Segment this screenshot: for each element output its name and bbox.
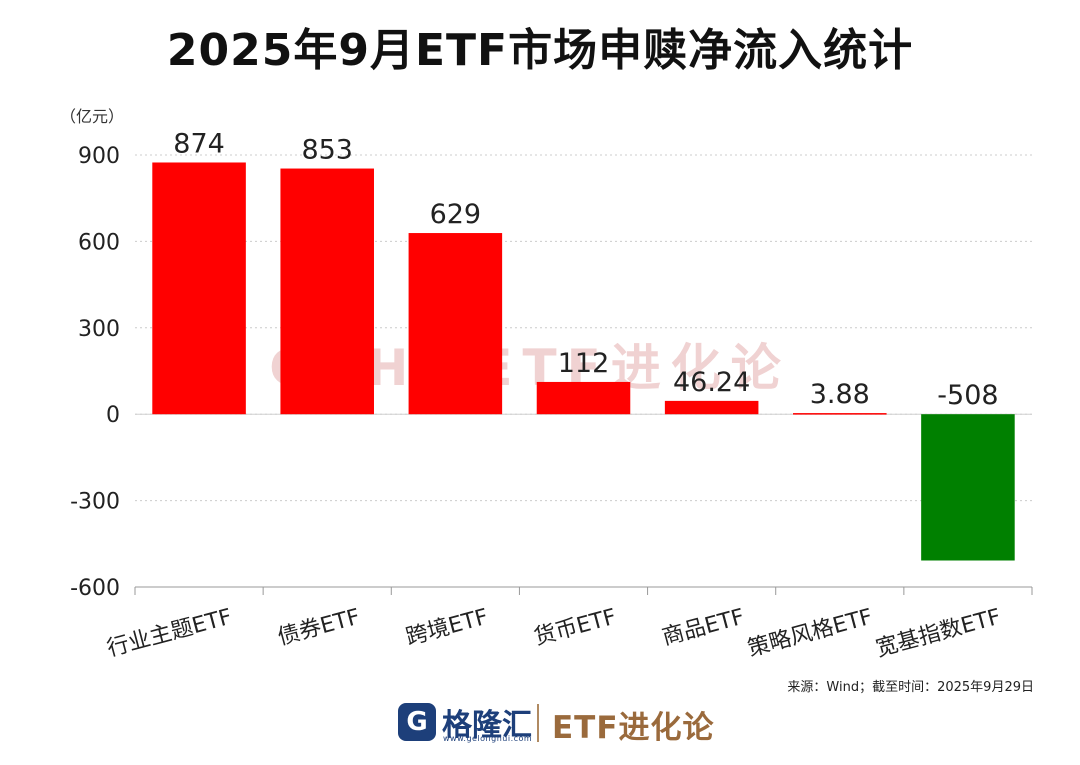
bar	[280, 168, 374, 415]
data-labels: 874 853 629 112 46.24 3.88 -508	[173, 128, 998, 411]
source-note: 来源：Wind；截至时间：2025年9月29日	[787, 680, 1034, 695]
data-label: 629	[430, 199, 482, 230]
x-tick-label: 债券ETF	[275, 605, 363, 651]
data-label: 46.24	[673, 367, 750, 398]
chart-area: GZH：ETF进化论 （亿元） 874 853 629 112 46.24 3.88 -50…	[0, 90, 1080, 680]
x-tick-labels: 行业主题ETF 债券ETF 跨境ETF 货币ETF 商品ETF策略风格ETF宽基指数ET…	[105, 605, 1004, 662]
x-tick-label: 宽基指数ETF	[873, 605, 1003, 662]
chart-title: 2025年9月ETF市场申赎净流入统计	[166, 25, 914, 76]
gelonghui-logo-name: 格隆汇	[442, 708, 532, 743]
gelonghui-logo-site: www.gelonghui.com	[443, 734, 533, 743]
bar	[921, 414, 1015, 561]
y-tick-label: 600	[78, 230, 120, 255]
bar	[152, 162, 246, 415]
y-tick-label: -300	[70, 490, 120, 515]
x-tick-label: 货币ETF	[531, 605, 619, 651]
bars	[152, 162, 1015, 561]
x-tick-label: 商品ETF	[660, 605, 748, 651]
footer: G 格隆汇 www.gelonghui.com ETF进化论	[0, 700, 1080, 746]
x-tick-label: 策略风格ETF	[745, 605, 875, 662]
y-tick-label: 900	[78, 144, 120, 169]
bar	[793, 413, 887, 415]
data-label: 3.88	[810, 379, 870, 410]
data-label: -508	[937, 380, 998, 411]
x-tick-label: 行业主题ETF	[105, 605, 235, 662]
y-tick-label: 300	[78, 317, 120, 342]
y-tick-label: 0	[106, 403, 120, 428]
footer-divider	[537, 704, 539, 742]
x-tick-label: 跨境ETF	[403, 605, 491, 651]
data-label: 874	[173, 128, 225, 159]
bar	[664, 400, 759, 415]
y-tick-label: -600	[70, 576, 120, 601]
data-label: 112	[558, 348, 610, 379]
gelonghui-logo-icon: G	[398, 703, 436, 741]
y-tick-labels: 900 600 300 0 -300 -600	[70, 144, 120, 601]
brand-name: ETF进化论	[552, 710, 715, 746]
bar	[408, 233, 503, 415]
data-label: 853	[301, 135, 353, 166]
y-axis-unit-label: （亿元）	[60, 107, 124, 126]
bar	[536, 381, 631, 415]
